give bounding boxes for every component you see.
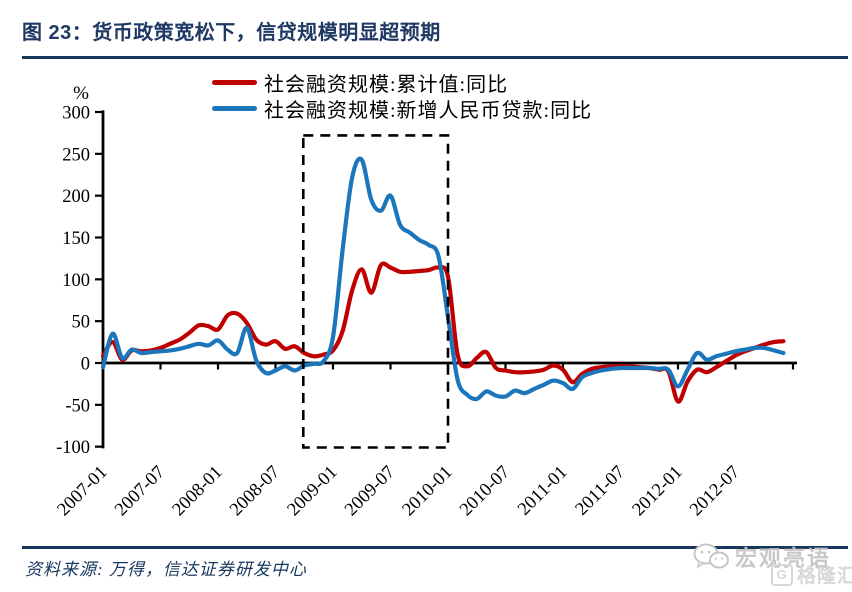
x-tick-label: 2008-01: [169, 462, 227, 520]
legend-label-new-loans-yoy: 社会融资规模:新增人民币贷款:同比: [264, 99, 593, 122]
x-tick-label: 2007-07: [111, 462, 169, 520]
x-tick-label: 2009-01: [284, 462, 342, 520]
y-tick-label: 0: [81, 355, 90, 375]
x-tick-label: 2011-01: [514, 462, 571, 519]
x-tick-label: 2010-07: [456, 462, 514, 520]
highlight-box: [301, 134, 450, 449]
chart-legend: 社会融资规模:累计值:同比 社会融资规模:新增人民币贷款:同比: [212, 69, 593, 122]
x-tick-label: 2011-07: [572, 462, 629, 519]
legend-item-cumulative-yoy: 社会融资规模:累计值:同比: [212, 69, 592, 96]
y-tick-label: 50: [72, 313, 91, 333]
line-chart: 300 250 200 150 100 50 0 -50 -100% 2007-01 2007-07…: [54, 83, 797, 520]
x-tick-label: 2009-07: [341, 462, 399, 520]
wechat-icon: [693, 543, 729, 569]
wechat-watermark: 宏观亮语: [692, 541, 831, 573]
y-tick-label: 250: [62, 145, 90, 165]
x-tick-label: 2012-07: [686, 462, 744, 520]
legend-swatch-cumulative-yoy: [212, 79, 257, 85]
y-tick-label: -50: [65, 396, 90, 416]
y-axis-unit-label: %: [73, 83, 89, 104]
x-tick-label: 2010-01: [399, 462, 457, 520]
x-tick-label: 2008-07: [226, 462, 284, 520]
x-tick-label: 2007-01: [54, 462, 112, 520]
footer-divider-line: [22, 546, 848, 549]
y-tick-label: 150: [62, 229, 90, 249]
gelonghui-icon: G: [771, 563, 793, 586]
legend-item-new-loans-yoy: 社会融资规模:新增人民币贷款:同比: [212, 95, 593, 122]
y-tick-label: 100: [62, 271, 90, 291]
legend-swatch-new-loans-yoy: [212, 105, 257, 111]
x-tick-label: 2012-01: [629, 462, 687, 520]
y-tick-label: 200: [62, 187, 90, 207]
title-divider-line: [22, 56, 848, 59]
series-line-1: [100, 156, 786, 402]
y-tick-label: -100: [56, 438, 90, 458]
wechat-watermark-label: 宏观亮语: [735, 546, 832, 571]
legend-label-cumulative-yoy: 社会融资规模:累计值:同比: [264, 73, 509, 96]
y-tick-label: 300: [62, 103, 90, 123]
gelonghui-watermark-label: 格隆汇: [797, 566, 852, 587]
gelonghui-watermark: G 格隆汇: [771, 561, 852, 588]
figure-title: 图 23：货币政策宽松下，信贷规模明显超预期: [22, 22, 441, 44]
source-note: 资料来源: 万得，信达证券研发中心: [25, 560, 307, 579]
